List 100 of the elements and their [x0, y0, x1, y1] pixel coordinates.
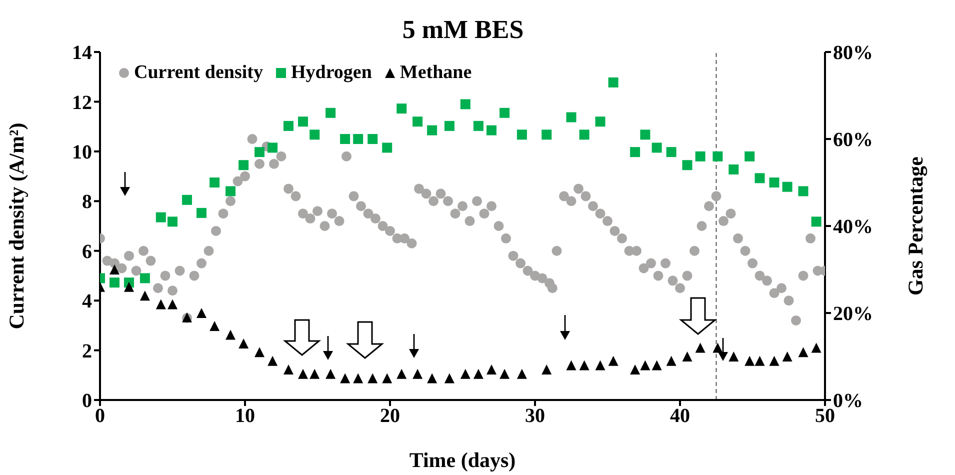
point	[444, 373, 454, 384]
y-axis-title: Current density (A/m²)	[4, 122, 28, 330]
point	[640, 130, 650, 140]
point	[566, 112, 576, 122]
point	[769, 178, 780, 188]
point	[340, 373, 350, 384]
x-tick-label: 30	[525, 405, 545, 428]
point	[486, 125, 496, 136]
point	[210, 321, 220, 332]
point	[268, 356, 278, 366]
y2-axis-title: Gas Percentage	[903, 156, 928, 296]
point	[284, 120, 294, 131]
point	[412, 116, 423, 127]
point	[744, 151, 755, 162]
point	[196, 308, 206, 318]
point	[460, 99, 470, 110]
point	[298, 368, 308, 379]
point	[368, 134, 378, 144]
point	[682, 160, 692, 170]
point	[666, 356, 676, 366]
point	[396, 104, 407, 114]
legend-label: Hydrogen	[290, 62, 372, 84]
point	[473, 368, 484, 379]
point	[486, 364, 496, 375]
point	[110, 264, 120, 274]
point	[500, 108, 510, 118]
point	[542, 130, 552, 140]
y-tick-label: 0	[82, 390, 92, 412]
point	[460, 368, 470, 379]
point	[695, 151, 706, 162]
point	[310, 130, 320, 140]
y-tick-label: 4	[82, 290, 92, 313]
point	[782, 182, 792, 192]
point	[353, 134, 364, 144]
point	[310, 368, 320, 379]
y2-tick-label: 40%	[833, 216, 873, 238]
y2-tick-label: 0%	[833, 390, 863, 412]
point	[652, 142, 662, 153]
x-tick-label: 20	[380, 405, 400, 428]
point	[608, 77, 618, 88]
point	[254, 347, 264, 358]
y-tick-label: 12	[72, 92, 92, 114]
point	[500, 368, 510, 379]
point	[168, 299, 178, 310]
point	[769, 356, 780, 366]
point	[238, 160, 249, 170]
point	[156, 212, 166, 222]
point	[284, 364, 294, 375]
point	[110, 278, 120, 288]
point	[168, 216, 178, 227]
y2-tick-label: 80%	[833, 42, 873, 64]
point	[516, 368, 527, 379]
legend-label: Methane	[400, 62, 472, 84]
point	[566, 360, 576, 370]
point	[811, 342, 822, 353]
chart-title: 5 mM BES	[402, 15, 524, 44]
x-tick-label: 40	[670, 405, 690, 428]
point	[652, 360, 662, 370]
point	[326, 108, 336, 118]
point	[140, 273, 150, 284]
point	[608, 356, 618, 366]
point	[427, 373, 438, 384]
point	[156, 299, 166, 310]
point	[712, 342, 723, 353]
point	[595, 116, 606, 127]
point	[754, 356, 765, 366]
y-tick-label: 10	[72, 142, 92, 164]
point	[210, 178, 220, 188]
point	[340, 134, 350, 144]
point	[666, 147, 676, 158]
point	[368, 373, 378, 384]
point	[682, 352, 692, 362]
point	[254, 147, 264, 158]
x-axis-title: Time (days)	[409, 448, 516, 472]
y2-tick-label: 20%	[833, 303, 873, 326]
point	[353, 373, 364, 384]
point	[595, 360, 606, 370]
point	[238, 338, 249, 348]
legend-label: Current density	[134, 62, 263, 84]
point	[579, 360, 590, 370]
point	[695, 342, 706, 353]
point	[473, 120, 484, 131]
point	[382, 373, 392, 384]
point	[382, 142, 392, 153]
point	[412, 368, 423, 379]
point	[728, 164, 739, 174]
point	[444, 120, 454, 131]
point	[268, 142, 278, 153]
point	[640, 360, 650, 370]
point	[798, 186, 808, 196]
x-tick-label: 50	[815, 405, 835, 428]
point	[630, 147, 640, 158]
point	[298, 116, 308, 127]
y-tick-label: 6	[82, 240, 92, 263]
point	[182, 194, 192, 205]
point	[782, 352, 792, 362]
x-tick-label: 10	[235, 405, 255, 428]
point	[754, 173, 765, 184]
point	[427, 125, 438, 136]
point	[396, 368, 407, 379]
